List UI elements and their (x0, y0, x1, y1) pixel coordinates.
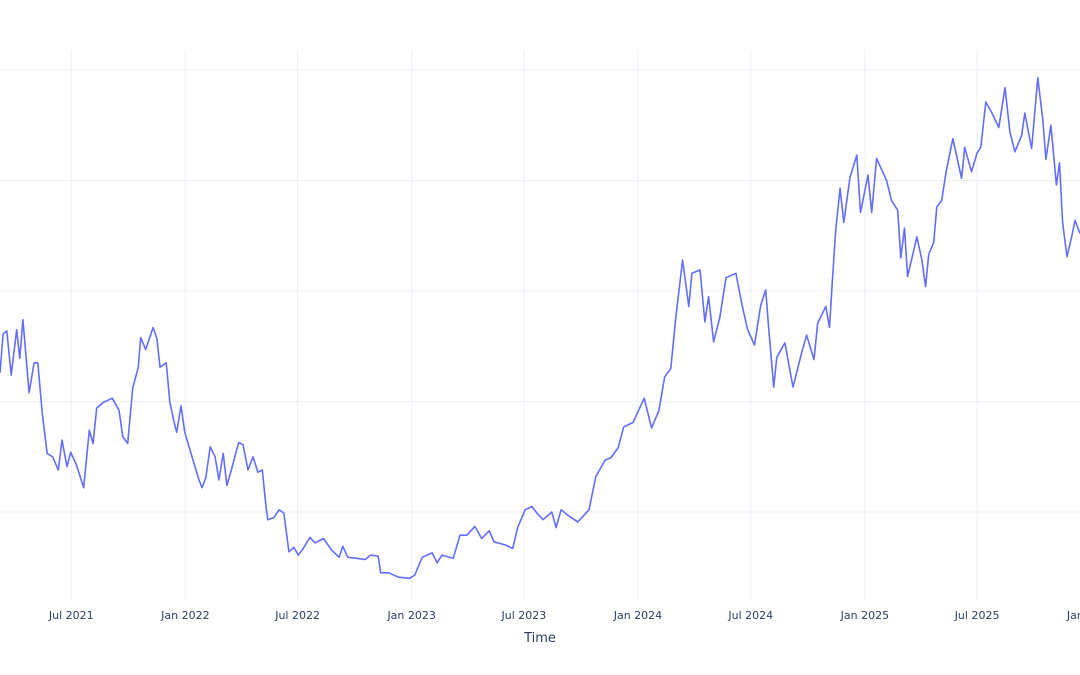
x-tick-label: Jan 2024 (613, 609, 662, 622)
x-tick-label: Jan 2025 (840, 609, 889, 622)
x-tick-label: Jan 2023 (386, 609, 435, 622)
x-axis-title: Time (523, 631, 556, 646)
gridlines (0, 50, 1080, 600)
x-tick-label: Jul 2022 (274, 609, 320, 622)
x-tick-label: Jul 2023 (500, 609, 546, 622)
series-layer (0, 76, 1080, 580)
series-line (0, 76, 1080, 580)
x-axis-ticks: Jul 2021 Jan 2022 Jul 2022 Jan 2023 Jul 2023… (48, 609, 1080, 622)
x-tick-label: Jan 2026 (1066, 609, 1080, 622)
x-tick-label: Jul 2024 (727, 609, 773, 622)
x-tick-label: Jul 2025 (954, 609, 1000, 622)
x-tick-label: Jan 2022 (160, 609, 209, 622)
x-tick-label: Jul 2021 (48, 609, 94, 622)
